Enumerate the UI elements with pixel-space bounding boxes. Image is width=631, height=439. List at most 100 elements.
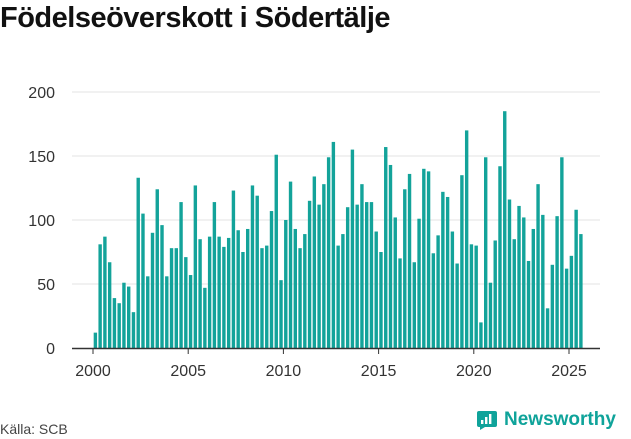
bar xyxy=(374,231,378,348)
bar xyxy=(307,200,312,348)
bar xyxy=(574,209,578,348)
bar xyxy=(545,308,550,348)
bar xyxy=(484,157,488,348)
bar xyxy=(564,268,569,348)
bar xyxy=(303,234,307,348)
bar xyxy=(250,185,255,348)
bar xyxy=(198,239,202,348)
x-tick-label: 2005 xyxy=(170,363,206,380)
bar xyxy=(341,234,345,348)
bar xyxy=(207,236,212,348)
x-tick-label: 2010 xyxy=(266,363,302,380)
y-tick-label: 100 xyxy=(28,213,55,230)
bar xyxy=(541,214,545,348)
bar xyxy=(279,280,283,348)
bar xyxy=(469,244,474,348)
bar xyxy=(550,264,555,348)
y-tick-label: 150 xyxy=(28,149,55,166)
y-tick-label: 50 xyxy=(37,277,55,294)
bar xyxy=(331,141,336,348)
bar xyxy=(360,184,364,348)
bar xyxy=(522,217,526,348)
bar xyxy=(336,245,340,348)
bar xyxy=(393,217,397,348)
bar xyxy=(407,173,412,348)
bar xyxy=(112,298,117,348)
bar xyxy=(384,147,388,348)
bar xyxy=(464,130,469,348)
x-tick-label: 2020 xyxy=(456,363,492,380)
bar xyxy=(265,245,269,348)
bar xyxy=(293,228,297,348)
bar xyxy=(426,171,431,348)
bar xyxy=(260,248,264,348)
bar xyxy=(122,282,126,348)
x-tick-label: 2015 xyxy=(361,363,397,380)
bar xyxy=(317,204,321,348)
bar xyxy=(274,154,278,348)
bar xyxy=(117,303,121,348)
bar xyxy=(536,184,540,348)
bar xyxy=(531,228,535,348)
bar xyxy=(322,184,326,348)
source-note: Källa: SCB xyxy=(0,421,68,437)
y-axis-labels: 0 50 100 150 200 xyxy=(28,85,55,358)
bar xyxy=(103,236,107,348)
bar xyxy=(284,220,288,348)
bar xyxy=(503,111,507,348)
bar xyxy=(398,258,402,348)
bar xyxy=(246,228,250,348)
x-tick-label: 2000 xyxy=(75,363,111,380)
bar xyxy=(141,213,145,348)
bar xyxy=(403,189,407,348)
bar xyxy=(236,230,240,348)
x-axis-labels: 2000 2005 2010 2015 2020 2025 xyxy=(75,348,587,380)
bar xyxy=(212,202,217,348)
bar xyxy=(455,263,459,348)
brand[interactable]: Newsworthy xyxy=(476,409,616,431)
bar xyxy=(226,237,231,348)
bars xyxy=(93,111,583,348)
bar xyxy=(569,255,574,348)
bar xyxy=(526,260,531,348)
bar xyxy=(174,248,178,348)
bar xyxy=(369,202,374,348)
chart-title: Födelseöverskott i Södertälje xyxy=(0,2,391,34)
bar xyxy=(379,252,383,348)
bar xyxy=(179,202,183,348)
bar xyxy=(388,164,393,348)
bar xyxy=(445,196,450,348)
bar xyxy=(422,168,426,348)
bar xyxy=(345,207,350,348)
bar xyxy=(107,262,112,348)
bar xyxy=(160,225,164,348)
bar xyxy=(298,248,302,348)
bar xyxy=(150,232,155,348)
bar xyxy=(222,246,226,348)
bar xyxy=(269,211,274,348)
bar xyxy=(441,191,445,348)
bar xyxy=(146,276,150,348)
bar xyxy=(555,216,559,348)
bar xyxy=(450,231,455,348)
bar xyxy=(241,252,245,348)
bar xyxy=(417,218,421,348)
bar xyxy=(169,248,174,348)
bar-chart: 0 50 100 150 200 2000 2005 2010 2015 2020 2025 xyxy=(28,85,600,380)
bar xyxy=(560,157,564,348)
bar xyxy=(436,235,440,348)
grid-lines xyxy=(72,91,600,285)
bar xyxy=(579,234,583,348)
x-tick-label: 2025 xyxy=(551,363,587,380)
bar xyxy=(98,244,102,348)
bar xyxy=(431,253,436,348)
bar xyxy=(193,185,198,348)
bar xyxy=(288,181,293,348)
bar xyxy=(498,166,502,348)
bar xyxy=(184,257,188,348)
bar xyxy=(517,205,521,348)
y-tick-label: 0 xyxy=(46,341,55,358)
bar xyxy=(326,157,331,348)
bar xyxy=(165,276,169,348)
bar xyxy=(350,149,355,348)
